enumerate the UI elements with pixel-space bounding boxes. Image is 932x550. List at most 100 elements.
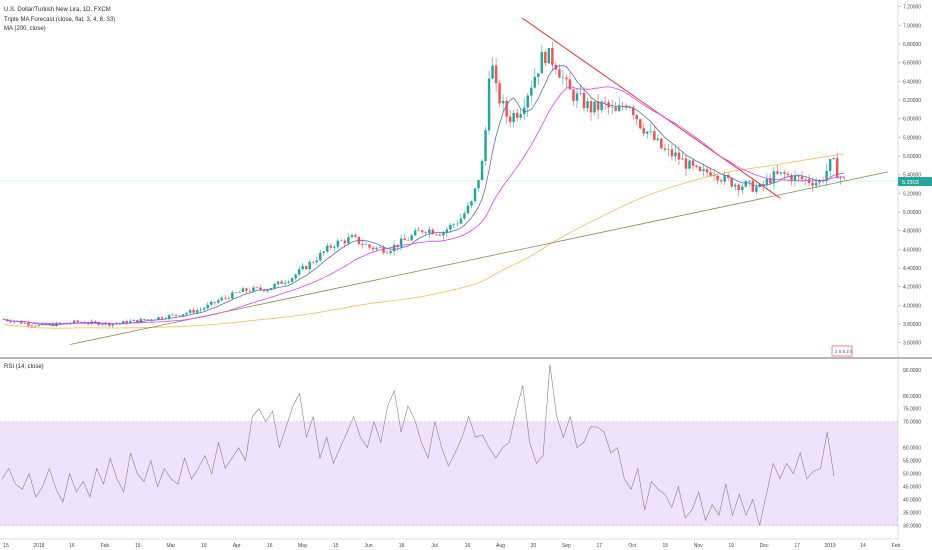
- candle-body: [311, 261, 315, 263]
- candle-body: [294, 274, 297, 279]
- candle-body: [705, 169, 709, 173]
- candle-body: [456, 223, 459, 225]
- candle-body: [582, 92, 586, 109]
- candle-body: [280, 281, 283, 284]
- candle-body: [220, 297, 224, 301]
- candle-body: [16, 321, 20, 322]
- price-tick-label: 6.40000: [903, 79, 921, 85]
- candle-body: [691, 160, 695, 166]
- candle-body: [9, 320, 13, 323]
- price-tick-label: 5.00000: [903, 210, 921, 216]
- candle-body: [663, 148, 667, 150]
- candle-body: [779, 172, 783, 174]
- candle-body: [632, 107, 635, 116]
- candle-body: [603, 101, 607, 103]
- candle-body: [368, 244, 371, 248]
- candle-body: [755, 186, 758, 192]
- candle-body: [252, 287, 255, 292]
- candle-body: [143, 318, 146, 320]
- candle-body: [790, 175, 793, 182]
- candle-body: [224, 297, 227, 299]
- candle-body: [259, 287, 262, 290]
- candle-body: [635, 115, 638, 120]
- candle-body: [192, 310, 195, 313]
- candle-body: [231, 292, 234, 299]
- candle-body: [494, 65, 498, 84]
- time-tick-label: 16: [69, 543, 75, 549]
- candle-body: [132, 319, 136, 322]
- legend-indicator-1[interactable]: Triple MA Forecast (close, flat, 3, 4, 8…: [4, 17, 115, 23]
- candle-body: [572, 89, 575, 101]
- candle-body: [188, 310, 192, 313]
- candle-body: [266, 289, 269, 292]
- price-tick-label: 5.80000: [903, 135, 921, 141]
- candle-body: [737, 184, 740, 191]
- candle-body: [354, 235, 357, 237]
- candle-body: [364, 244, 368, 246]
- current-price-tag: [898, 177, 932, 186]
- candle-body: [596, 101, 600, 110]
- time-tick-label: 17: [597, 543, 603, 549]
- price-tick-label: 5.40000: [903, 173, 921, 179]
- candle-body: [452, 224, 456, 225]
- candle-body: [684, 158, 688, 169]
- candle-body: [498, 83, 501, 104]
- time-tick-label: Feb: [101, 543, 110, 549]
- candle-body: [835, 158, 839, 179]
- time-tick-label: 20: [531, 543, 537, 549]
- candle-body: [185, 312, 188, 315]
- rsi-tick-label: 55.0000: [903, 459, 921, 465]
- candle-body: [445, 229, 449, 233]
- candle-body: [297, 269, 301, 275]
- candle-body: [20, 321, 23, 324]
- candle-body: [741, 186, 744, 191]
- candle-body: [86, 323, 90, 325]
- price-tick-label: 5.20000: [903, 191, 921, 197]
- candle-body: [93, 321, 97, 323]
- price-tick-label: 6.00000: [903, 117, 921, 123]
- time-tick-label: Nov: [694, 543, 703, 549]
- time-tick-label: Feb: [892, 543, 901, 549]
- candle-body: [491, 65, 494, 79]
- candle-body: [319, 252, 322, 261]
- candle-body: [702, 169, 705, 172]
- candle-body: [136, 319, 139, 323]
- candle-body: [385, 252, 389, 254]
- candle-body: [227, 297, 231, 299]
- candle-body: [58, 322, 62, 324]
- candle-body: [108, 322, 111, 326]
- candle-body: [435, 234, 438, 235]
- legend-symbol[interactable]: U.S. Dollar/Turkish New Lira, 1D, FXCM: [4, 7, 111, 13]
- candle-body: [533, 76, 537, 88]
- candle-body: [726, 174, 730, 178]
- candle-body: [575, 93, 579, 101]
- price-pane[interactable]: [0, 0, 898, 357]
- candle-body: [558, 69, 561, 78]
- candle-body: [343, 240, 347, 244]
- candle-body: [27, 322, 30, 326]
- candle-body: [649, 131, 653, 132]
- candle-body: [459, 218, 463, 224]
- candle-body: [628, 107, 631, 108]
- candle-body: [329, 245, 333, 248]
- candle-body: [167, 315, 171, 319]
- candle-body: [269, 288, 273, 290]
- candle-body: [589, 101, 593, 113]
- candle-body: [540, 51, 544, 74]
- candle-body: [484, 130, 487, 162]
- candle-body: [561, 77, 565, 79]
- rsi-tick-label: 45.0000: [903, 485, 921, 491]
- candle-body: [477, 180, 480, 189]
- candle-body: [600, 101, 603, 110]
- time-tick-label: Jun: [365, 543, 373, 549]
- candle-body: [171, 314, 174, 316]
- candle-body: [762, 183, 765, 186]
- rsi-legend[interactable]: RSI (14, close): [4, 364, 44, 370]
- candle-body: [315, 260, 318, 263]
- candle-body: [111, 324, 115, 326]
- candle-body: [670, 149, 674, 157]
- time-tick-label: Apr: [233, 543, 241, 549]
- legend-indicator-2[interactable]: MA (200, close): [4, 26, 46, 32]
- price-tick-label: 3.80000: [903, 322, 921, 328]
